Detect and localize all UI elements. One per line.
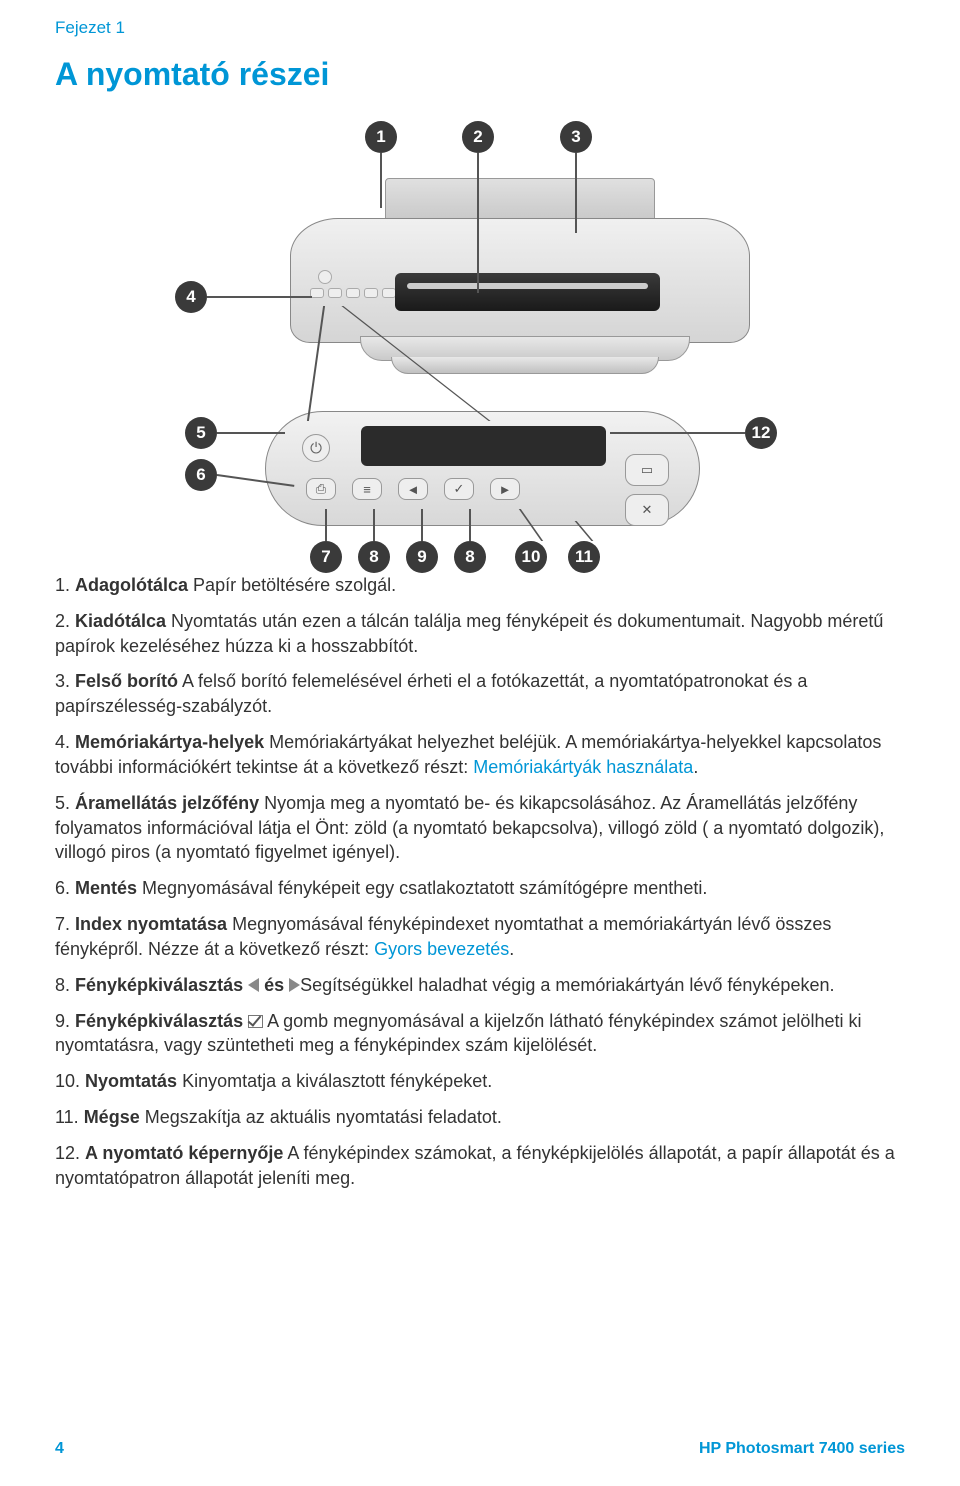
chapter-label: Fejezet 1 bbox=[55, 18, 905, 38]
callout-11: 11 bbox=[568, 541, 600, 573]
parts-list: 1. Adagolótálca Papír betöltésére szolgá… bbox=[55, 573, 905, 1191]
item-11: 11. Mégse Megszakítja az aktuális nyomta… bbox=[55, 1105, 905, 1130]
triangle-right-icon bbox=[289, 978, 300, 992]
item-7: 7. Index nyomtatása Megnyomásával fényké… bbox=[55, 912, 905, 962]
callout-4: 4 bbox=[175, 281, 207, 313]
panel-btn: ✕ bbox=[625, 494, 669, 526]
page-footer: 4 HP Photosmart 7400 series bbox=[55, 1440, 905, 1458]
panel-btn: ► bbox=[490, 478, 520, 500]
item-2: 2. Kiadótálca Nyomtatás után ezen a tálc… bbox=[55, 609, 905, 659]
product-name: HP Photosmart 7400 series bbox=[699, 1440, 905, 1458]
callout-2: 2 bbox=[462, 121, 494, 153]
item-4: 4. Memóriakártya-helyek Memóriakártyákat… bbox=[55, 730, 905, 780]
item-6: 6. Mentés Megnyomásával fényképeit egy c… bbox=[55, 876, 905, 901]
panel-btn: ◄ bbox=[398, 478, 428, 500]
checkmark-icon bbox=[248, 1015, 263, 1028]
callout-10: 10 bbox=[515, 541, 547, 573]
panel-btn: ✓ bbox=[444, 478, 474, 500]
item-12: 12. A nyomtató képernyője A fényképindex… bbox=[55, 1141, 905, 1191]
callout-6: 6 bbox=[185, 459, 217, 491]
callout-7: 7 bbox=[310, 541, 342, 573]
panel-btn: ⎙ bbox=[306, 478, 336, 500]
page-number: 4 bbox=[55, 1440, 64, 1458]
page-title: A nyomtató részei bbox=[55, 56, 905, 93]
callout-3: 3 bbox=[560, 121, 592, 153]
callout-9: 9 bbox=[406, 541, 438, 573]
callout-8b: 8 bbox=[454, 541, 486, 573]
item-8: 8. Fényképkiválasztás és Segítségükkel h… bbox=[55, 973, 905, 998]
item-3: 3. Felső borító A felső borító felemelés… bbox=[55, 669, 905, 719]
item-10: 10. Nyomtatás Kinyomtatja a kiválasztott… bbox=[55, 1069, 905, 1094]
control-panel-illustration: ⏻ ⎙ ≡ ◄ ✓ ► ▭ ✕ bbox=[265, 411, 700, 526]
callout-1: 1 bbox=[365, 121, 397, 153]
panel-btn: ≡ bbox=[352, 478, 382, 500]
item-5: 5. Áramellátás jelzőfény Nyomja meg a ny… bbox=[55, 791, 905, 865]
power-icon: ⏻ bbox=[302, 434, 330, 462]
panel-btn: ▭ bbox=[625, 454, 669, 486]
link-quick-start[interactable]: Gyors bevezetés bbox=[374, 939, 509, 959]
callout-5: 5 bbox=[185, 417, 217, 449]
triangle-left-icon bbox=[248, 978, 259, 992]
link-memory-cards[interactable]: Memóriakártyák használata bbox=[473, 757, 693, 777]
item-9: 9. Fényképkiválasztás A gomb megnyomásáv… bbox=[55, 1009, 905, 1059]
callout-12: 12 bbox=[745, 417, 777, 449]
printer-diagram: 1 2 3 4 ⏻ ⎙ ≡ ◄ ✓ ► ▭ ✕ 5 6 12 bbox=[130, 121, 830, 551]
item-1: 1. Adagolótálca Papír betöltésére szolgá… bbox=[55, 573, 905, 598]
callout-8: 8 bbox=[358, 541, 390, 573]
